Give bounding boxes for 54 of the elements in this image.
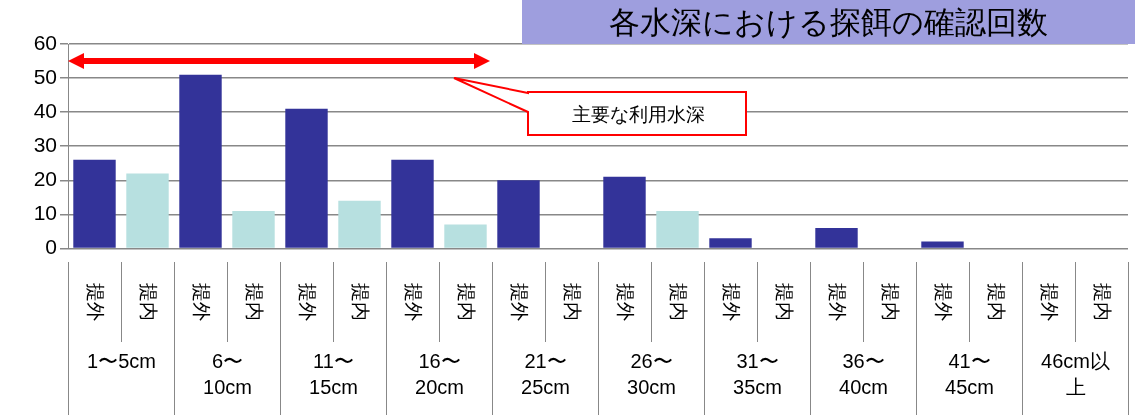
bar [232,210,275,248]
x-tick-label: 提内 [1091,283,1115,321]
y-tick-label: 30 [33,133,57,156]
text: 1〜5cm [68,342,174,415]
x-tick-label: 提外 [508,283,532,321]
text: 16〜 20cm [386,342,492,415]
bar [921,241,964,248]
x-tick-label: 提外 [720,283,744,321]
x-tick-label: 提内 [879,283,903,321]
bar [444,224,487,248]
x-tick-label: 提内 [561,283,585,321]
x-tick-label: 提内 [137,283,161,321]
bar [656,210,699,248]
x-tick-label: 提外 [296,283,320,321]
text: 26〜 30cm [598,342,704,415]
y-tick-label: 20 [33,167,57,191]
y-tick-label: 40 [33,98,57,122]
x-tick-label: 提内 [349,283,373,321]
x-tick-label: 提外 [826,283,850,321]
text: 6〜 10cm [174,342,280,415]
annotation: 主要な利用水深 [570,102,706,127]
y-tick-label: 0 [45,235,57,259]
text: 36〜 40cm [810,342,916,415]
bar [73,159,116,248]
bar [815,227,858,248]
bar [179,74,222,248]
y-tick-label: 10 [33,201,57,225]
callout-box: 主要な利用水深 [452,76,748,137]
text: 41〜 45cm [916,342,1022,415]
text: 31〜 35cm [704,342,810,415]
bar [391,159,434,248]
bar [126,173,169,248]
bar [709,238,752,248]
x-tick-label: 提外 [614,283,638,321]
x-tick-label: 提内 [243,283,267,321]
text: 46cm以上 [1022,342,1128,415]
x-tick-label: 提内 [985,283,1009,321]
x-tick-label: 提内 [667,283,691,321]
bar [603,176,646,248]
x-tick-label: 提外 [84,283,108,321]
x-tick-label: 提内 [455,283,479,321]
bar [338,200,381,248]
x-tick-label: 提内 [773,283,797,321]
text: 11〜 15cm [280,342,386,415]
bar [285,108,328,248]
x-tick-label: 提外 [402,283,426,321]
y-tick-label: 60 [33,30,57,54]
x-tick-label: 提外 [190,283,214,321]
y-tick-label: 50 [33,64,57,88]
text: 21〜 25cm [492,342,598,415]
chart-title: 各水深における探餌の確認回数 [522,0,1135,44]
x-tick-label: 提外 [1038,283,1062,321]
x-tick-label: 提外 [932,283,956,321]
bar [497,180,540,248]
